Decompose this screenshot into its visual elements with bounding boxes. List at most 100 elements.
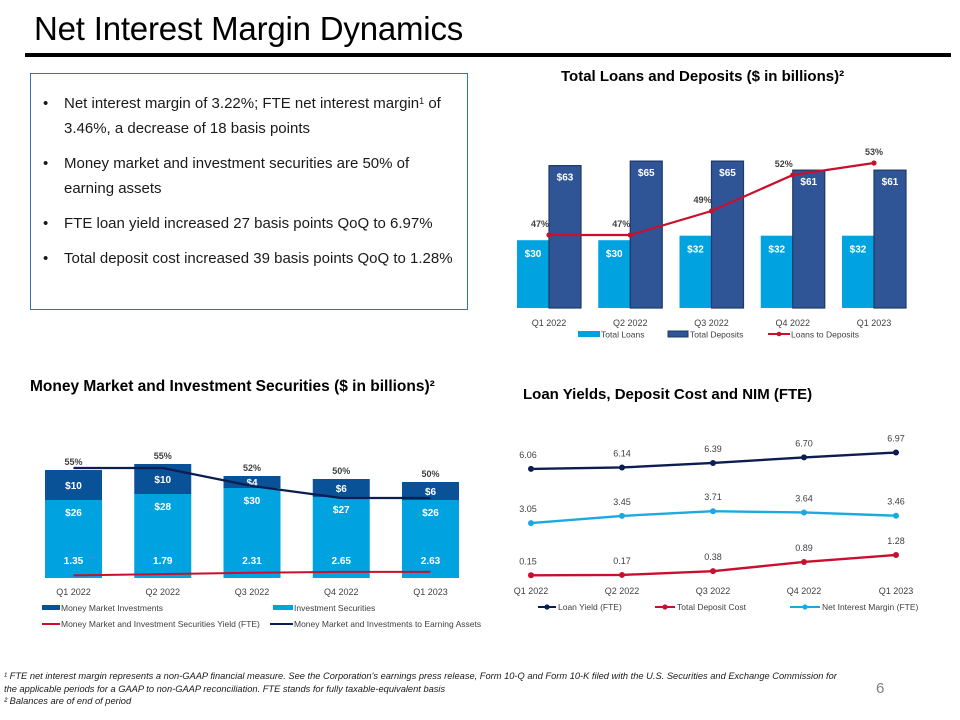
investment-securities-data-label: $27 — [333, 505, 350, 516]
legend-label-deposit-cost: Total Deposit Cost — [677, 602, 747, 612]
loans-deposits-chart-title: Total Loans and Deposits ($ in billions)… — [561, 68, 845, 85]
nim-point — [801, 509, 807, 516]
bullet-dot-icon: • — [43, 215, 49, 232]
total-deposits-data-label: $61 — [800, 177, 817, 188]
bullet-text: Net interest margin of 3.22%; FTE net in… — [64, 95, 420, 112]
money-market-investments-bar — [312, 479, 370, 497]
loans-to-deposits-point — [790, 172, 796, 178]
loan-yield-point — [619, 464, 625, 471]
loans-to-deposits-data-label: 47% — [612, 219, 630, 229]
legend-label-total-deposits: Total Deposits — [690, 330, 743, 340]
legend-swatch-total-deposits — [667, 330, 689, 338]
x-axis-tick-label: Q1 2022 — [56, 587, 91, 597]
loan-yield-point — [528, 465, 534, 472]
bullet-text: FTE loan yield increased 27 basis points… — [64, 215, 433, 232]
deposit-cost-point — [710, 568, 716, 575]
total-deposits-data-label: $61 — [882, 177, 899, 188]
loans-to-deposits-data-label: 53% — [865, 147, 883, 157]
legend-swatch-money-market — [42, 605, 60, 610]
deposit-cost-point — [528, 572, 534, 579]
money-market-investments-bar — [45, 470, 102, 500]
x-axis-tick-label: Q4 2022 — [324, 587, 359, 597]
money-market-data-label: $4 — [246, 478, 258, 489]
investment-securities-bar — [402, 500, 459, 578]
x-axis-tick-label: Q4 2022 — [775, 318, 810, 328]
securities-yield-line — [73, 570, 431, 577]
key-points-box: • Net interest margin of 3.22%; FTE net i… — [30, 73, 468, 310]
x-axis-tick-label: Q3 2022 — [235, 587, 270, 597]
investment-securities-bar — [134, 494, 192, 578]
total-loans-bar — [679, 235, 712, 308]
deposit-cost-data-label: 1.28 — [887, 536, 905, 546]
loans-to-deposits-data-label: 47% — [531, 219, 549, 229]
footnotes: ¹ FTE net interest margin represents a n… — [4, 670, 844, 708]
total-loans-data-label: $32 — [687, 245, 704, 256]
money-market-data-label: $10 — [154, 475, 171, 486]
title-rule-divider — [25, 53, 951, 57]
loan-yield-data-label: 6.39 — [704, 444, 722, 454]
earning-assets-data-label: 50% — [421, 469, 439, 479]
loans-to-deposits-point — [708, 208, 715, 214]
total-deposits-bar — [548, 165, 582, 309]
nim-data-label: 3.45 — [613, 497, 631, 507]
total-loans-bar — [760, 235, 793, 308]
total-loans-bar — [517, 240, 549, 308]
bullet-text-continued: of 3.46%, a decrease of 18 basis points — [64, 95, 441, 137]
deposit-cost-point — [893, 551, 899, 558]
investment-securities-data-label: $26 — [65, 508, 82, 519]
earning-assets-data-label: 50% — [332, 466, 350, 476]
loans-to-deposits-point — [627, 232, 633, 238]
loans-to-deposits-data-label: 52% — [775, 159, 793, 169]
x-axis-tick-label: Q1 2022 — [532, 318, 567, 328]
bullet-text: Money market and investment securities a… — [64, 155, 410, 197]
money-market-data-label: $10 — [65, 481, 82, 492]
page-number: 6 — [876, 680, 885, 697]
bullet-dot-icon: • — [43, 250, 49, 267]
nim-data-label: 3.05 — [519, 504, 537, 514]
x-axis-tick-label: Q4 2022 — [787, 586, 822, 596]
investment-securities-bar — [223, 488, 281, 578]
bullet-item: • FTE loan yield increased 27 basis point… — [43, 211, 456, 236]
x-axis-tick-label: Q3 2022 — [694, 318, 729, 328]
legend-label-money-market: Money Market Investments — [61, 603, 163, 613]
yields-cost-nim-chart: 6.06 6.14 6.39 6.70 6.97 0.15 0.17 0.38 0.89 1.28… — [514, 434, 919, 612]
total-deposits-bar — [792, 169, 826, 309]
loan-yield-point — [710, 459, 716, 466]
deposit-cost-data-label: 0.17 — [613, 556, 631, 566]
key-points-list: • Net interest margin of 3.22%; FTE net i… — [43, 91, 467, 271]
x-axis-tick-label: Q2 2022 — [613, 318, 648, 328]
loan-yield-data-label: 6.06 — [519, 450, 537, 460]
legend-label-earning-assets: Money Market and Investments to Earning … — [294, 619, 481, 629]
loan-yield-data-label: 6.97 — [887, 434, 905, 444]
yields-chart-title: Loan Yields, Deposit Cost and NIM (FTE) — [523, 386, 813, 403]
legend-label-investment-securities: Investment Securities — [294, 603, 375, 613]
total-loans-data-label: $32 — [850, 245, 867, 256]
loan-yield-point — [893, 449, 899, 456]
bullet-dot-icon: • — [43, 95, 49, 112]
legend-label-loans-to-deposits: Loans to Deposits — [791, 330, 859, 340]
loans-to-deposits-point — [546, 232, 552, 238]
loans-deposits-chart: $30 $63 Q1 2022 $30 $65 Q2 2022 $32 $65 Q3 2022 $… — [517, 147, 907, 340]
total-deposits-bar — [873, 169, 907, 309]
earning-assets-data-label: 52% — [243, 463, 261, 473]
x-axis-tick-label: Q1 2022 — [514, 586, 549, 596]
loan-yield-data-label: 6.70 — [795, 438, 813, 448]
nim-point — [528, 520, 534, 527]
nim-data-label: 3.71 — [704, 492, 722, 502]
x-axis-tick-label: Q1 2023 — [879, 586, 914, 596]
loans-to-deposits-data-label: 49% — [693, 195, 711, 205]
yield-data-label: 1.79 — [153, 556, 173, 567]
investment-securities-data-label: $30 — [244, 496, 261, 507]
money-market-investments-bar — [223, 476, 281, 488]
deposit-cost-point — [801, 558, 807, 565]
earning-assets-data-label: 55% — [154, 451, 172, 461]
total-loans-bar — [598, 240, 631, 308]
yield-data-label: 2.31 — [242, 556, 262, 567]
deposit-cost-data-label: 0.15 — [519, 556, 537, 566]
yield-data-label: 1.35 — [64, 556, 84, 567]
bullet-item: • Net interest margin of 3.22%; FTE net i… — [43, 91, 456, 141]
loan-yield-data-label: 6.14 — [613, 448, 631, 458]
bullet-item: • Money market and investment securities … — [43, 151, 456, 201]
bullet-dot-icon: • — [43, 155, 49, 172]
bullet-item: • Total deposit cost increased 39 basis p… — [43, 246, 456, 271]
